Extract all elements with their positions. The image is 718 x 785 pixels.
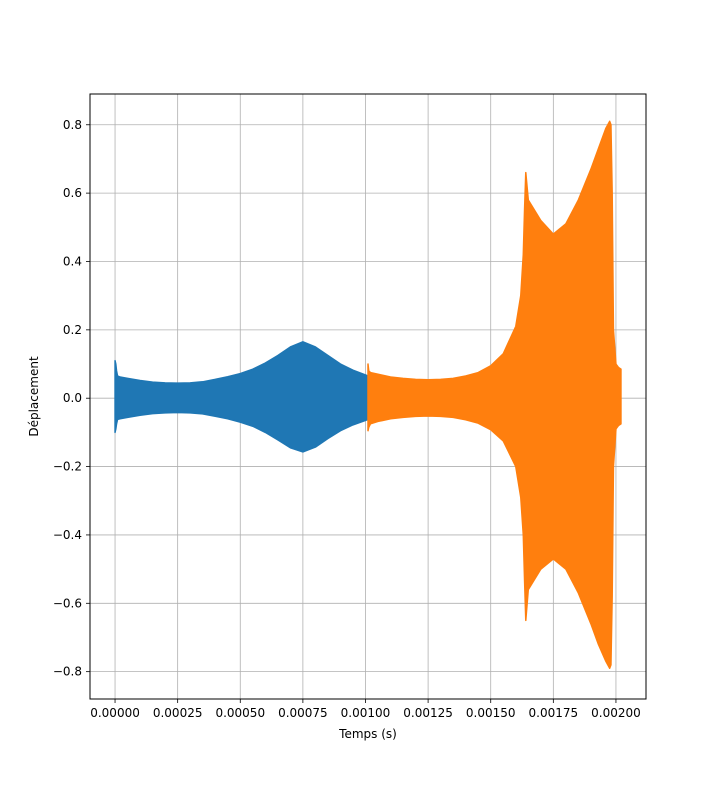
series-2-envelope [367,120,622,669]
x-tick-label: 0.00025 [153,706,203,720]
x-tick-label: 0.00175 [529,706,579,720]
y-axis-label: Déplacement [27,356,41,437]
y-tick-label: −0.6 [53,596,82,610]
y-tick-label: 0.6 [63,186,82,200]
x-tick-label: 0.00125 [403,706,453,720]
x-tick-label: 0.00150 [466,706,516,720]
x-tick-label: 0.00000 [90,706,140,720]
series-layer [114,120,622,669]
x-tick-label: 0.00050 [215,706,265,720]
y-tick-label: 0.2 [63,323,82,337]
y-tick-label: 0.0 [63,391,82,405]
x-tick-label: 0.00100 [341,706,391,720]
y-tick-label: 0.4 [63,254,82,268]
y-tick-label: 0.8 [63,118,82,132]
x-tick-label: 0.00075 [278,706,328,720]
y-tick-label: −0.2 [53,460,82,474]
y-tick-label: −0.4 [53,528,82,542]
x-axis: 0.00000 0.00025 0.00050 0.00075 0.00100 0.001… [90,699,641,720]
x-tick-label: 0.00200 [591,706,641,720]
plot-area-frame [89,93,647,700]
x-axis-label: Temps (s) [338,727,397,741]
y-axis: −0.8 −0.6 −0.4 −0.2 0.0 0.2 0.4 0.6 0.8 [53,118,90,679]
y-tick-label: −0.8 [53,665,82,679]
